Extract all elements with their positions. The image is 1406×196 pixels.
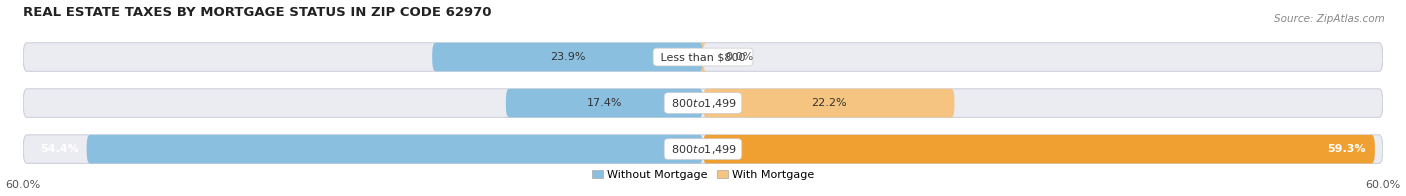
FancyBboxPatch shape <box>703 135 1375 163</box>
FancyBboxPatch shape <box>22 135 1384 163</box>
Text: Less than $800: Less than $800 <box>657 52 749 62</box>
Text: REAL ESTATE TAXES BY MORTGAGE STATUS IN ZIP CODE 62970: REAL ESTATE TAXES BY MORTGAGE STATUS IN … <box>22 5 492 19</box>
Legend: Without Mortgage, With Mortgage: Without Mortgage, With Mortgage <box>592 170 814 180</box>
Text: $800 to $1,499: $800 to $1,499 <box>668 143 738 156</box>
FancyBboxPatch shape <box>506 89 703 117</box>
Text: 22.2%: 22.2% <box>811 98 846 108</box>
Text: 54.4%: 54.4% <box>41 144 79 154</box>
Text: 17.4%: 17.4% <box>586 98 623 108</box>
FancyBboxPatch shape <box>22 89 1384 117</box>
FancyBboxPatch shape <box>87 135 703 163</box>
FancyBboxPatch shape <box>22 43 1384 71</box>
FancyBboxPatch shape <box>432 43 703 71</box>
FancyBboxPatch shape <box>703 89 955 117</box>
Text: Source: ZipAtlas.com: Source: ZipAtlas.com <box>1274 14 1385 24</box>
Text: 0.0%: 0.0% <box>725 52 754 62</box>
FancyBboxPatch shape <box>700 43 706 71</box>
Text: $800 to $1,499: $800 to $1,499 <box>668 97 738 110</box>
Text: 23.9%: 23.9% <box>550 52 585 62</box>
Text: 59.3%: 59.3% <box>1327 144 1365 154</box>
